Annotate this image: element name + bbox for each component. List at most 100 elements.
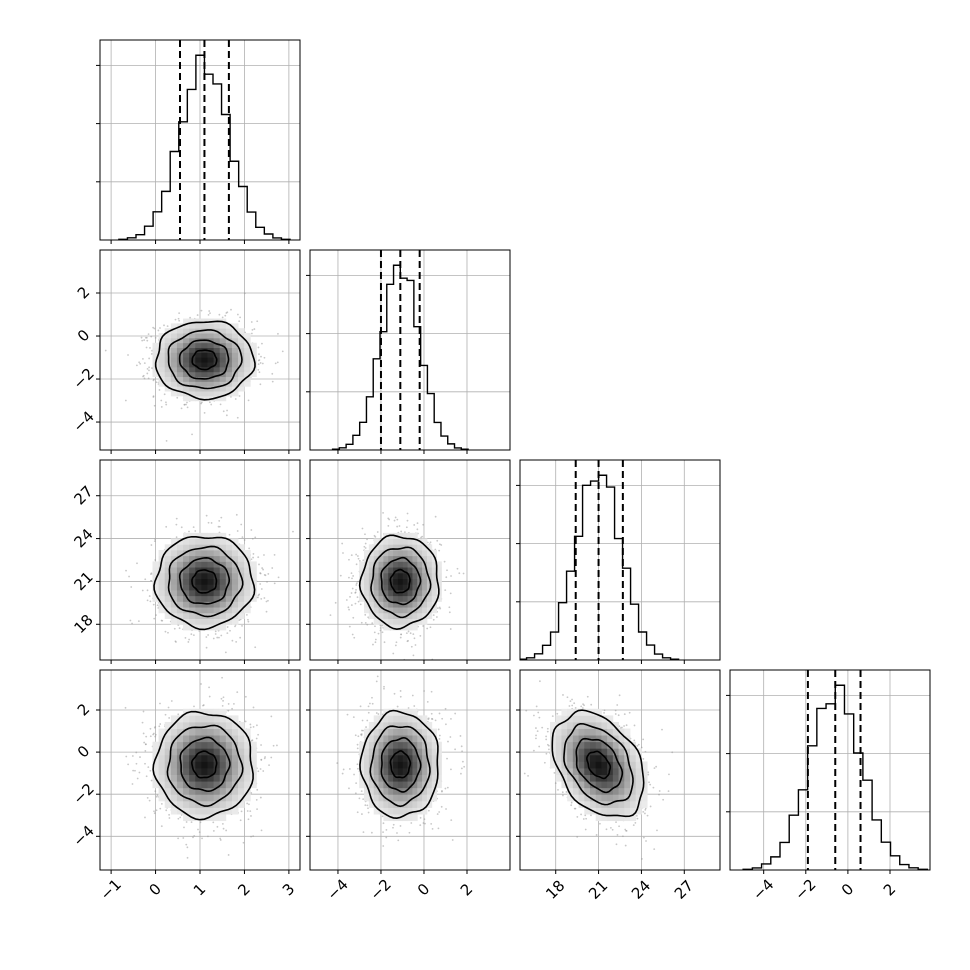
scatter-point (165, 401, 167, 404)
density-cell (373, 561, 379, 568)
density-cell (176, 595, 184, 602)
scatter-point (382, 511, 384, 514)
density-cell (195, 362, 202, 368)
scatter-point (148, 357, 151, 360)
density-cell (170, 328, 178, 334)
density-cell (183, 595, 190, 602)
contour-level-3 (154, 320, 256, 401)
density-cell (412, 624, 418, 631)
scatter-point (159, 327, 161, 329)
scatter-point (351, 587, 354, 590)
density-cell (170, 347, 178, 353)
density-cell (397, 624, 404, 631)
scatter-point (238, 395, 241, 397)
density-cell (393, 618, 399, 625)
scatter-point (400, 633, 402, 636)
density-cell (189, 323, 196, 329)
density-cell (219, 366, 227, 373)
density-cell (213, 352, 221, 358)
scatter-point (224, 651, 227, 654)
density-cell (397, 532, 404, 539)
density-cell (189, 376, 196, 382)
density-cell (364, 550, 370, 557)
scatter-point (209, 312, 211, 315)
density-cell (219, 624, 227, 631)
scatter-point (254, 646, 257, 649)
scatter-point (438, 543, 441, 546)
density-cell (176, 342, 184, 348)
density-cell (388, 555, 394, 562)
scatter-point (407, 630, 410, 633)
density-cell (219, 590, 227, 597)
density-cell (393, 544, 399, 551)
scatter-point (263, 597, 266, 599)
scatter-point (347, 606, 350, 609)
scatter-point (250, 558, 253, 561)
density-cell (158, 607, 166, 614)
density-cell (388, 550, 394, 557)
scatter-point (265, 610, 268, 613)
scatter-point (258, 353, 260, 356)
scatter-point (345, 599, 348, 601)
density-cell (422, 572, 428, 579)
density-cell (407, 612, 413, 619)
density-cell (250, 371, 257, 378)
scatter-point (355, 582, 358, 585)
density-cell (397, 618, 404, 625)
density-cell (170, 391, 178, 397)
density-cell (207, 595, 215, 602)
density-cell (183, 532, 190, 539)
density-cell (397, 584, 404, 591)
density-cell (152, 578, 160, 585)
scatter-point (352, 575, 355, 577)
density-cell (407, 532, 413, 539)
density-cell (189, 618, 196, 625)
scatter-point (349, 595, 351, 598)
density-cell (378, 567, 384, 574)
density-cell (158, 584, 166, 591)
density-cell (250, 561, 257, 568)
density-cell (183, 357, 190, 363)
scatter-point (228, 533, 231, 536)
scatter-point (379, 624, 382, 627)
density-cell (388, 584, 394, 591)
scatter-point (394, 516, 397, 519)
ytick-label: 18 (71, 611, 97, 637)
density-cell (195, 357, 202, 363)
scatter-point (371, 622, 374, 625)
density-cell (176, 337, 184, 344)
scatter-point (406, 512, 409, 515)
density-cell (393, 578, 399, 585)
density-cell (219, 561, 227, 568)
density-cell (195, 386, 202, 392)
scatter-point (175, 523, 178, 526)
scatter-point (348, 576, 350, 579)
scatter-point (200, 309, 203, 312)
scatter-point (140, 336, 143, 339)
scatter-point (188, 530, 190, 533)
density-cell (219, 567, 227, 574)
density-cell (231, 347, 239, 353)
scatter-point (185, 403, 187, 406)
scatter-point (244, 331, 247, 334)
scatter-point (388, 518, 391, 521)
density-cell (183, 624, 190, 631)
scatter-point (220, 516, 223, 519)
density-cell (201, 391, 208, 397)
density-cell (225, 544, 233, 551)
density-cell (213, 333, 221, 339)
density-cell (244, 572, 251, 579)
scatter-point (128, 575, 130, 578)
density-cell (393, 601, 399, 608)
density-cell (393, 607, 399, 614)
density-cell (201, 362, 208, 368)
density-cell (225, 328, 233, 334)
density-cell (383, 555, 389, 562)
density-cell (183, 376, 190, 382)
scatter-point (355, 553, 358, 556)
scatter-point (435, 616, 438, 618)
density-cell (388, 590, 394, 597)
density-cell (164, 572, 172, 579)
density-cell (402, 578, 408, 585)
